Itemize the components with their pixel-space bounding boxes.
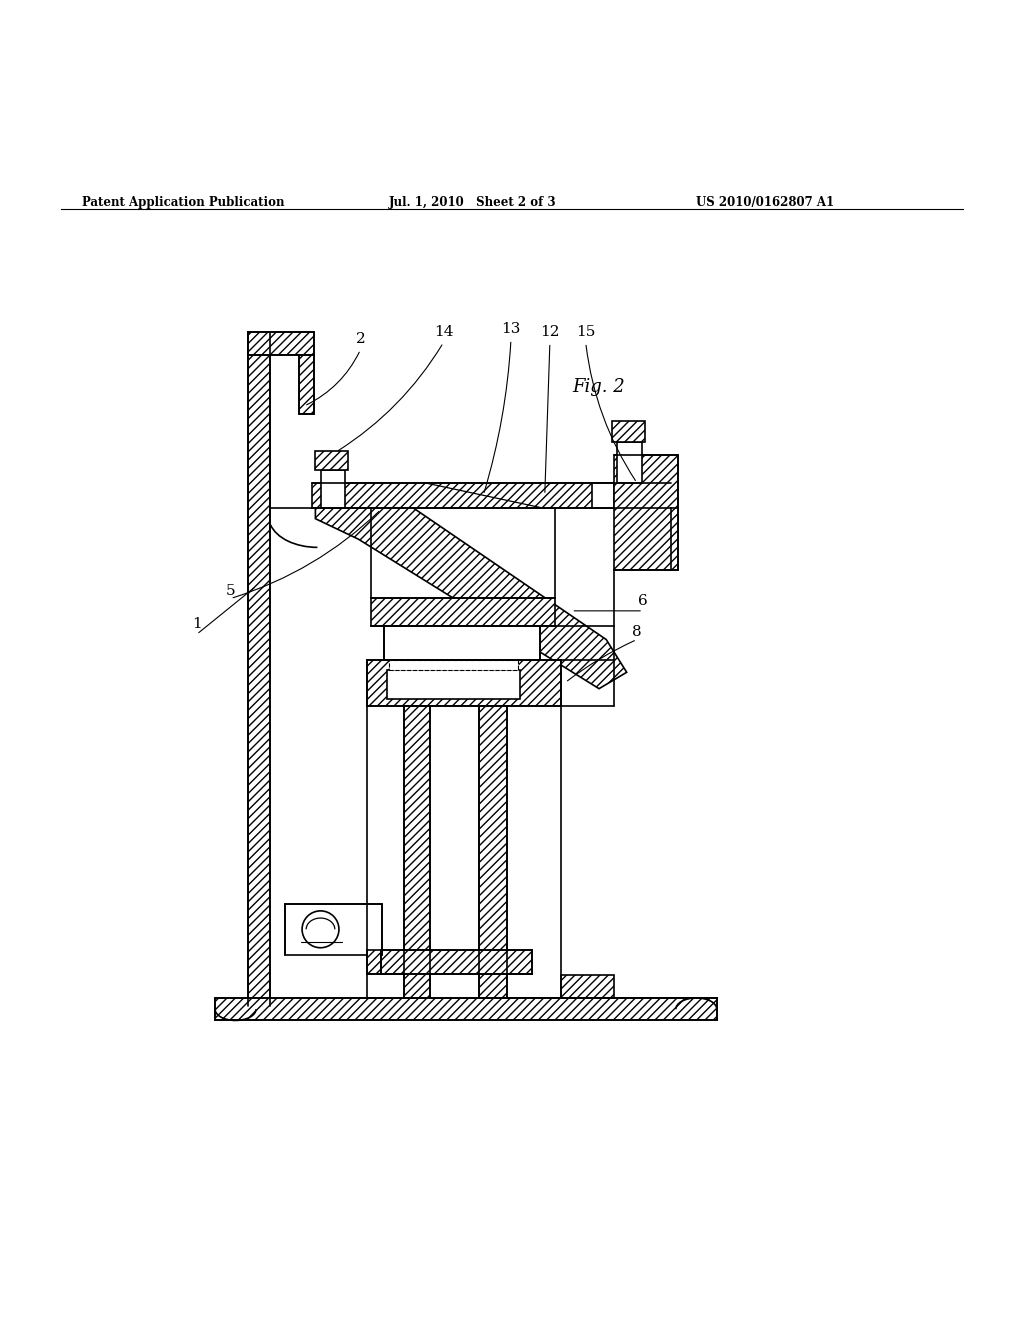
Text: 14: 14 (433, 325, 454, 339)
Bar (285, 904, 382, 954)
Bar (312, 483, 671, 508)
Bar (315, 451, 348, 470)
Text: 15: 15 (577, 325, 595, 339)
Bar (592, 483, 614, 508)
Text: US 2010/0162807 A1: US 2010/0162807 A1 (696, 197, 835, 209)
Bar (389, 660, 518, 671)
Bar (384, 626, 540, 660)
Polygon shape (315, 488, 627, 689)
Circle shape (302, 911, 339, 948)
Bar (381, 950, 532, 974)
Bar (612, 421, 645, 442)
Bar (614, 455, 678, 570)
Bar (299, 355, 314, 414)
Text: Patent Application Publication: Patent Application Publication (82, 197, 285, 209)
Bar (248, 333, 270, 1006)
Bar (371, 598, 555, 626)
Bar (321, 470, 345, 508)
Bar (617, 442, 642, 483)
Text: 1: 1 (191, 618, 202, 631)
Text: 5: 5 (225, 585, 236, 598)
Bar (367, 950, 381, 974)
Bar (561, 975, 614, 998)
Bar (322, 455, 344, 470)
Text: Jul. 1, 2010   Sheet 2 of 3: Jul. 1, 2010 Sheet 2 of 3 (389, 197, 557, 209)
Text: 12: 12 (540, 325, 560, 339)
Text: 6: 6 (638, 594, 648, 607)
Bar (215, 998, 717, 1020)
Bar (430, 706, 479, 998)
Bar (404, 706, 507, 998)
Bar (248, 333, 314, 355)
Text: 2: 2 (355, 333, 366, 346)
Bar (618, 426, 641, 442)
Text: 13: 13 (502, 322, 520, 337)
Text: Fig. 2: Fig. 2 (572, 379, 626, 396)
Bar (367, 660, 561, 706)
Text: 8: 8 (632, 626, 642, 639)
Bar (387, 671, 520, 698)
